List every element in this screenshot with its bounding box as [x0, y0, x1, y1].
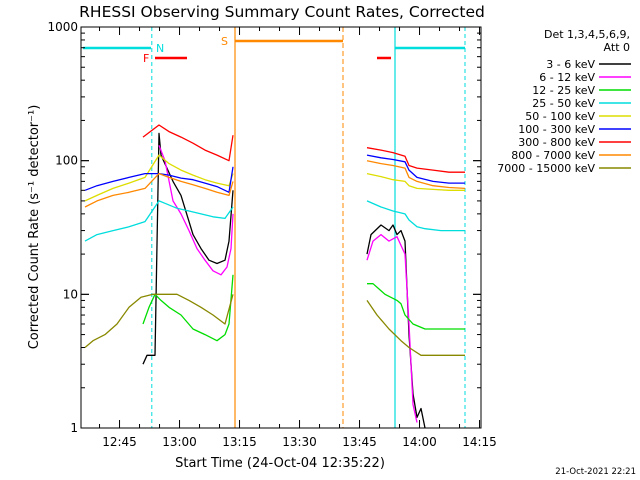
legend-header-line2: Att 0: [604, 41, 630, 54]
x-tick-label: 13:00: [162, 435, 197, 449]
y-tick-label: 1000: [47, 20, 78, 34]
series-line-7: [84, 160, 466, 208]
legend-label-2: 12 - 25 keV: [532, 84, 595, 97]
x-tick-label: 12:45: [102, 435, 137, 449]
series-layer: [84, 124, 466, 429]
y-axis-label: Corrected Count Rate (s⁻¹ detector⁻¹): [27, 105, 42, 350]
legend-label-5: 100 - 300 keV: [518, 123, 595, 136]
legend-label-3: 25 - 50 keV: [532, 97, 595, 110]
x-tick-label: 14:00: [402, 435, 437, 449]
legend-label-6: 300 - 800 keV: [518, 136, 595, 149]
legend-label-1: 6 - 12 keV: [539, 71, 595, 84]
marker-f: F: [143, 52, 149, 65]
legend-header-line1: Det 1,3,4,5,6,9,: [544, 28, 630, 41]
x-tick-label: 13:45: [342, 435, 377, 449]
legend-label-0: 3 - 6 keV: [546, 58, 595, 71]
y-tick-label: 1: [70, 421, 78, 435]
series-line-4: [84, 154, 465, 202]
series-line-2: [142, 274, 465, 342]
x-tick-label: 14:15: [462, 435, 497, 449]
legend-label-7: 800 - 7000 keV: [511, 149, 595, 162]
axis-layer: 1 10 100 1000 12:45 13:00 13:15 13:30 13:45 14:00…: [47, 20, 496, 449]
series-line-6: [142, 124, 465, 173]
marker-s: S: [221, 35, 228, 48]
timestamp: 21-Oct-2021 22:21: [555, 467, 636, 477]
series-line-3: [84, 200, 465, 242]
y-tick-label: 10: [63, 287, 78, 301]
y-tick-label: 100: [55, 154, 78, 168]
legend-label-8: 7000 - 15000 keV: [497, 162, 595, 175]
chart-title: RHESSI Observing Summary Count Rates, Co…: [79, 3, 485, 21]
x-tick-label: 13:30: [282, 435, 317, 449]
marker-n: N: [156, 42, 164, 55]
event-lines: [83, 27, 466, 428]
series-line-8: [84, 293, 465, 356]
series-line-0: [142, 132, 426, 429]
x-axis-label: Start Time (24-Oct-04 12:35:22): [175, 456, 385, 471]
plot-frame: [80, 26, 482, 429]
legend-label-4: 50 - 100 keV: [525, 110, 595, 123]
series-line-5: [84, 154, 465, 193]
x-tick-label: 13:15: [222, 435, 257, 449]
series-line-1: [158, 145, 418, 423]
